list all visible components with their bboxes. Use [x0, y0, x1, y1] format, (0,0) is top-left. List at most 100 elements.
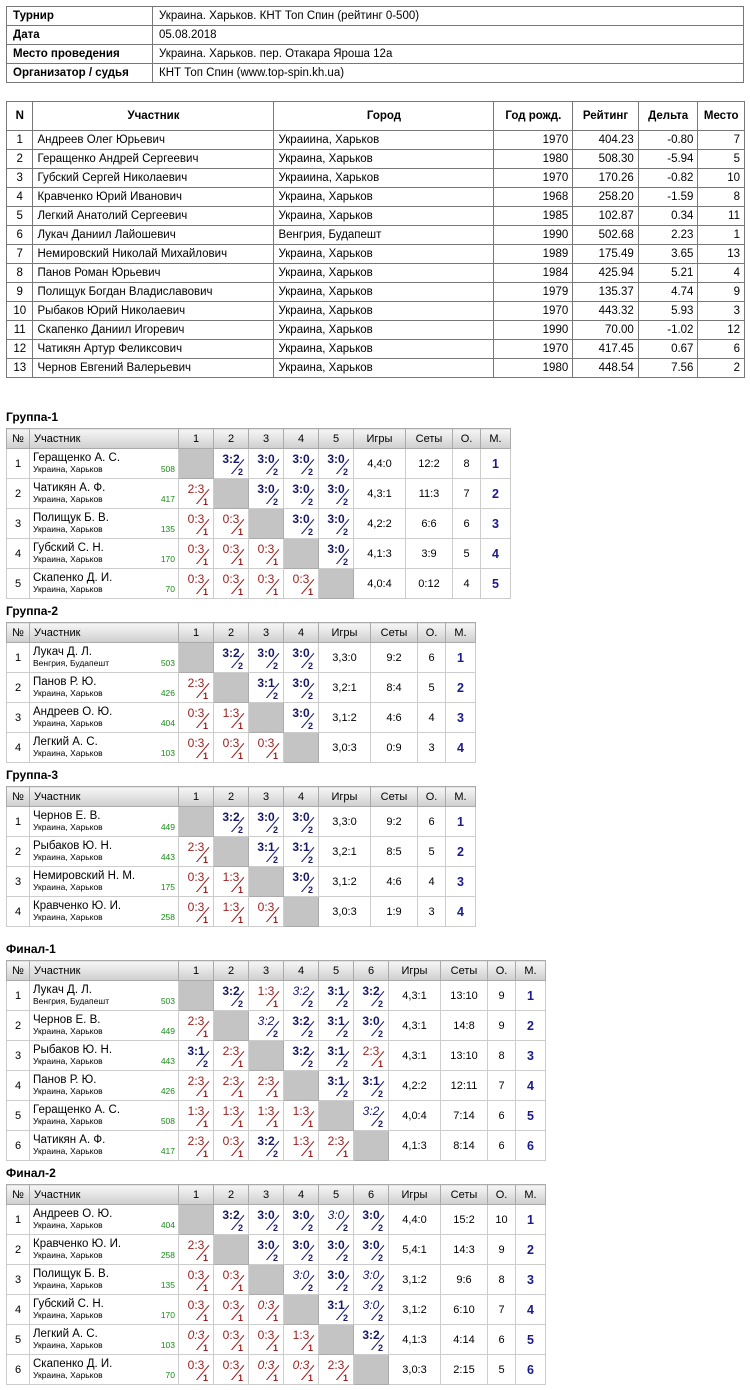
col-participant: Участник	[29, 1184, 179, 1205]
match-points: 1	[307, 1343, 313, 1353]
match-result: 1:3 1	[284, 1325, 318, 1354]
match-cell: 3:1 2	[318, 1040, 354, 1071]
player-meta: Венгрия, Будапешт 503	[33, 658, 175, 669]
player-rating: 426	[160, 688, 175, 698]
table-row: 11 Скапенко Даниил Игоревич Украина, Харьк…	[5, 320, 745, 340]
player-meta: Украина, Харьков 508	[33, 464, 175, 475]
match-points: 2	[272, 467, 278, 477]
match-cell: 3:0 2	[318, 1234, 354, 1265]
match-result: 0:3 1	[249, 1325, 283, 1354]
participant-cell: Рыбаков Юрий Николаевич	[32, 301, 275, 321]
participant-cell: 170.26	[572, 168, 639, 188]
match-result: 0:3 1	[249, 1295, 283, 1324]
player-cell: Чернов Е. В. Украина, Харьков 449	[29, 806, 179, 837]
match-cell: 0:3 1	[213, 508, 249, 539]
col-sets: Сеты	[440, 1184, 488, 1205]
points-cell: 7	[487, 1070, 516, 1101]
participant-cell: 1970	[493, 168, 574, 188]
match-result: 2:3 1	[179, 1131, 213, 1160]
col-opponent: 4	[283, 1184, 319, 1205]
points-cell: 7	[452, 478, 481, 509]
match-points: 2	[307, 661, 313, 671]
player-name: Геращенко А. С.	[33, 452, 121, 464]
table-row: 5 Геращенко А. С. Украина, Харьков 508 1:3 1 1…	[6, 1100, 546, 1131]
col-opponent: 1	[178, 1184, 214, 1205]
row-num: 5	[6, 568, 30, 599]
participant-cell: 7	[5, 244, 34, 264]
participant-cell: 1989	[493, 244, 574, 264]
match-result: 2:3 1	[179, 1011, 213, 1040]
player-city: Украина, Харьков	[33, 1340, 103, 1350]
table-row: 3 Полищук Б. В. Украина, Харьков 135 0:3 1 0:3…	[6, 1264, 546, 1295]
place-cell: 1	[445, 642, 476, 673]
points-cell: 5	[487, 1354, 516, 1385]
match-points: 2	[342, 1223, 348, 1233]
match-points: 2	[307, 691, 313, 701]
match-cell: 3:0 2	[283, 672, 319, 703]
player-city: Украина, Харьков	[33, 852, 103, 862]
match-result: 3:0 2	[319, 479, 353, 508]
place-cell: 2	[480, 478, 511, 509]
match-cell: 1:3 1	[283, 1324, 319, 1355]
participant-cell: 2.23	[637, 225, 699, 245]
games-cell: 3,0:3	[318, 732, 371, 763]
participant-cell: Чернов Евгений Валерьевич	[32, 358, 275, 378]
match-points: 1	[202, 1313, 208, 1323]
group-table: № Участник 1 2 3 4 Игры Сеты О. М. 1 Лукач Д. Л. Вен…	[6, 622, 476, 763]
games-cell: 4,3:1	[388, 1040, 441, 1071]
match-cell: 0:3 1	[178, 1324, 214, 1355]
self-cell	[283, 538, 319, 569]
player-city: Украина, Харьков	[33, 1310, 103, 1320]
match-cell: 3:0 2	[248, 448, 284, 479]
match-points: 1	[272, 557, 278, 567]
match-points: 2	[272, 497, 278, 507]
participant-cell: Украина, Харьков	[273, 187, 495, 207]
player-cell: Кравченко Ю. И. Украина, Харьков 258	[29, 896, 179, 927]
player-meta: Украина, Харьков 417	[33, 494, 175, 505]
participant-cell: 7.56	[637, 358, 699, 378]
col-place: М.	[515, 960, 546, 981]
player-meta: Украина, Харьков 508	[33, 1116, 175, 1127]
place-cell: 2	[515, 1234, 546, 1265]
match-result: 0:3 1	[179, 1265, 213, 1294]
match-points: 1	[237, 527, 243, 537]
participant-cell: 1970	[493, 339, 574, 359]
match-cell: 3:0 2	[353, 1010, 389, 1041]
match-points: 2	[377, 1119, 383, 1129]
col-num: №	[6, 1184, 30, 1205]
participant-cell: 1990	[493, 225, 574, 245]
match-points: 2	[377, 1253, 383, 1263]
col-games: Игры	[353, 428, 406, 449]
player-city: Украина, Харьков	[33, 464, 103, 474]
match-result: 0:3 1	[179, 1325, 213, 1354]
match-result: 0:3 1	[214, 1131, 248, 1160]
self-cell	[213, 478, 249, 509]
match-cell: 2:3 1	[213, 1040, 249, 1071]
player-rating: 103	[160, 1340, 175, 1350]
participant-cell: 70.00	[572, 320, 639, 340]
points-cell: 5	[452, 538, 481, 569]
player-meta: Украина, Харьков 426	[33, 688, 175, 699]
match-result: 2:3 1	[179, 1071, 213, 1100]
table-row: 9 Полищук Богдан Владиславович Украина, Ха…	[5, 282, 745, 302]
match-points: 1	[272, 999, 278, 1009]
table-row: 13 Чернов Евгений Валерьевич Украина, Харь…	[5, 358, 745, 378]
place-cell: 1	[515, 1204, 546, 1235]
match-cell: 3:0 2	[318, 1204, 354, 1235]
participant-cell: Кравченко Юрий Иванович	[32, 187, 275, 207]
match-result: 3:0 2	[249, 643, 283, 672]
match-result: 0:3 1	[179, 733, 213, 762]
match-points: 2	[377, 1223, 383, 1233]
table-row: 4 Легкий А. С. Украина, Харьков 103 0:3 1 0:3 1…	[6, 732, 476, 763]
match-cell: 2:3 1	[318, 1354, 354, 1385]
player-city: Украина, Харьков	[33, 524, 103, 534]
col-sets: Сеты	[370, 786, 418, 807]
match-result: 3:1 2	[319, 981, 353, 1010]
table-row: 1 Чернов Е. В. Украина, Харьков 449 3:2 2 3:0 2…	[6, 806, 476, 837]
games-cell: 5,4:1	[388, 1234, 441, 1265]
match-cell: 0:3 1	[213, 1130, 249, 1161]
col-points: О.	[452, 428, 481, 449]
match-points: 1	[202, 691, 208, 701]
player-city: Украина, Харьков	[33, 554, 103, 564]
table-row: 6 Скапенко Д. И. Украина, Харьков 70 0:3 1 0:3…	[6, 1354, 546, 1385]
